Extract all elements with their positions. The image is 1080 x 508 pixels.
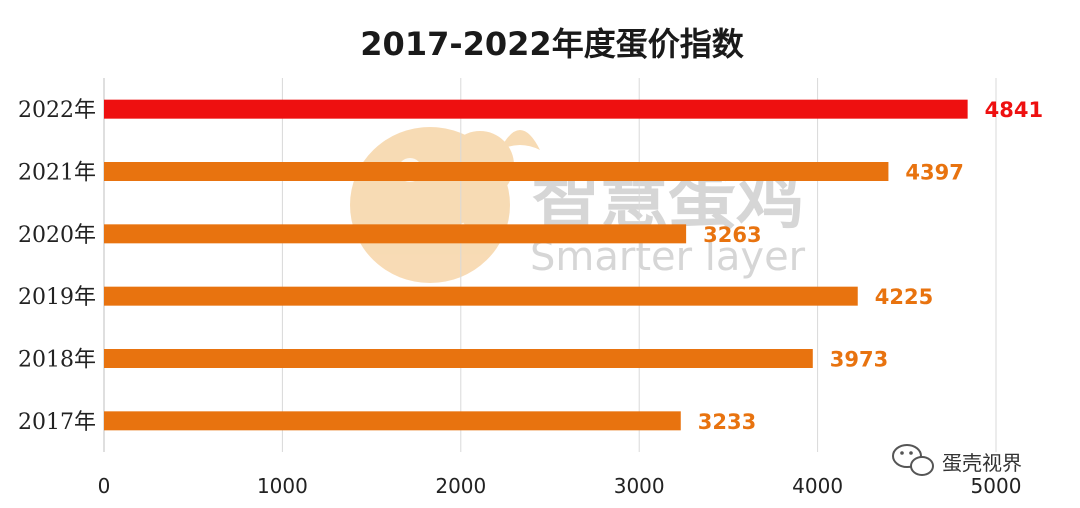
bar: [104, 411, 681, 431]
x-tick-label: 4000: [792, 474, 843, 498]
grid-lines: [103, 78, 997, 452]
bar: [104, 162, 889, 181]
y-category-label: 2019年: [18, 285, 96, 310]
x-tick-label: 5000: [971, 474, 1022, 498]
corner-badge-text: 蛋壳视界: [942, 451, 1022, 475]
x-tick-label: 1000: [257, 474, 308, 498]
x-tick-label: 2000: [435, 474, 486, 498]
x-tick-label: 3000: [614, 474, 665, 498]
data-label: 3233: [698, 410, 756, 434]
bar: [104, 286, 858, 306]
y-category-label: 2018年: [18, 348, 96, 373]
chart-title: 2017-2022年度蛋价指数: [360, 25, 744, 63]
data-label: 4841: [985, 98, 1043, 122]
wechat-icon: [892, 444, 934, 476]
y-category-label: 2021年: [18, 161, 96, 186]
bars: [104, 99, 968, 431]
bar: [104, 99, 968, 119]
data-label: 4225: [875, 285, 933, 309]
data-label: 3973: [830, 348, 888, 372]
watermark-logo: [350, 127, 540, 283]
data-label: 3263: [703, 223, 761, 247]
y-category-label: 2022年: [18, 98, 96, 123]
y-axis-labels: 2022年 2021年 2020年 2019年 2018年 2017年: [18, 98, 96, 435]
y-category-label: 2020年: [18, 223, 96, 248]
x-axis-ticks: 0 1000 2000 3000 4000 5000: [98, 474, 1022, 498]
data-labels: 4841 4397 3263 4225 3973 3233: [698, 98, 1043, 434]
bar: [104, 349, 813, 368]
x-tick-label: 0: [98, 474, 111, 498]
y-category-label: 2017年: [18, 410, 96, 435]
data-label: 4397: [905, 161, 963, 185]
bar: [104, 224, 687, 244]
